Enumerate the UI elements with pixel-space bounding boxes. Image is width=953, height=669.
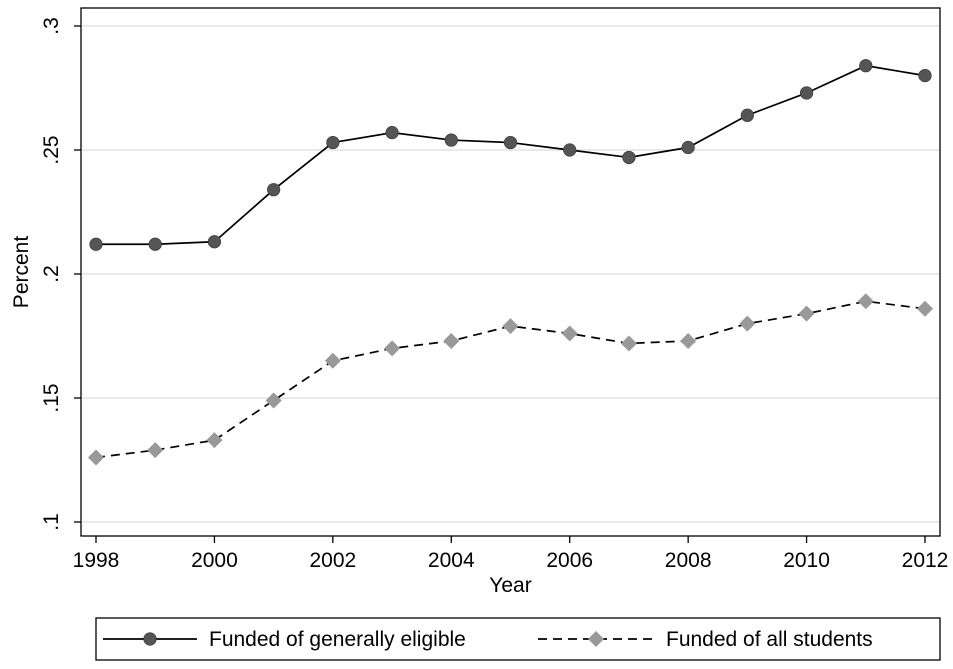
data-point: [324, 352, 341, 369]
data-point: [502, 318, 519, 335]
data-point: [444, 133, 458, 147]
data-point: [918, 68, 932, 83]
y-tick-label: .25: [40, 135, 63, 164]
data-point: [326, 135, 340, 150]
data-point: [561, 325, 578, 342]
y-axis-label: Percent: [10, 236, 33, 309]
data-point: [799, 86, 814, 100]
x-tick-label: 2004: [428, 549, 475, 572]
data-point: [443, 332, 460, 349]
data-point: [88, 449, 104, 466]
series-funded-all-students: [88, 293, 933, 466]
x-tick-label: 2010: [783, 549, 830, 572]
x-tick-label: 2000: [191, 549, 238, 572]
gridlines: [82, 25, 939, 523]
series-lines: [88, 59, 933, 466]
legend-marker: [588, 631, 604, 647]
x-tick-label: 2008: [665, 549, 712, 572]
data-point: [917, 300, 933, 317]
y-tick-label: .15: [40, 383, 63, 412]
legend-label: Funded of all students: [666, 628, 873, 651]
data-point: [857, 293, 874, 310]
data-point: [681, 140, 695, 155]
axes: .1 .15 .2 .25 .3 1998 2000 2002 2004 2006 2008 2010…: [40, 7, 949, 572]
data-point: [503, 135, 518, 150]
data-point: [740, 108, 754, 122]
legend-marker: [143, 632, 157, 646]
legend: Funded of generally eligible Funded of al…: [95, 617, 941, 661]
y-tick-label: .3: [40, 17, 63, 35]
data-point: [798, 305, 815, 322]
data-point: [620, 335, 637, 352]
data-point: [89, 237, 103, 251]
data-point: [859, 59, 873, 73]
plot-frame: [80, 7, 941, 537]
data-point: [739, 315, 756, 332]
data-point: [147, 442, 164, 459]
x-tick-label: 2006: [546, 549, 593, 572]
data-point: [563, 143, 577, 157]
data-point: [265, 392, 282, 409]
data-point: [148, 237, 162, 251]
data-point: [206, 432, 223, 449]
x-tick-label: 2012: [902, 549, 949, 572]
data-point: [385, 126, 399, 140]
series-funded-generally-eligible: [89, 59, 932, 251]
legend-item: Funded of generally eligible: [103, 628, 466, 651]
x-tick-label: 1998: [73, 549, 120, 572]
legend-item: Funded of all students: [538, 628, 873, 651]
y-tick-label: .1: [40, 513, 63, 531]
x-axis-label: Year: [489, 574, 531, 597]
data-point: [267, 183, 281, 197]
legend-box: [95, 617, 941, 661]
data-point: [622, 150, 636, 165]
legend-label: Funded of generally eligible: [209, 628, 466, 651]
data-point: [680, 332, 697, 349]
x-tick-label: 2002: [309, 549, 356, 572]
y-tick-label: .2: [40, 265, 63, 283]
data-point: [384, 340, 401, 357]
data-point: [207, 235, 222, 249]
